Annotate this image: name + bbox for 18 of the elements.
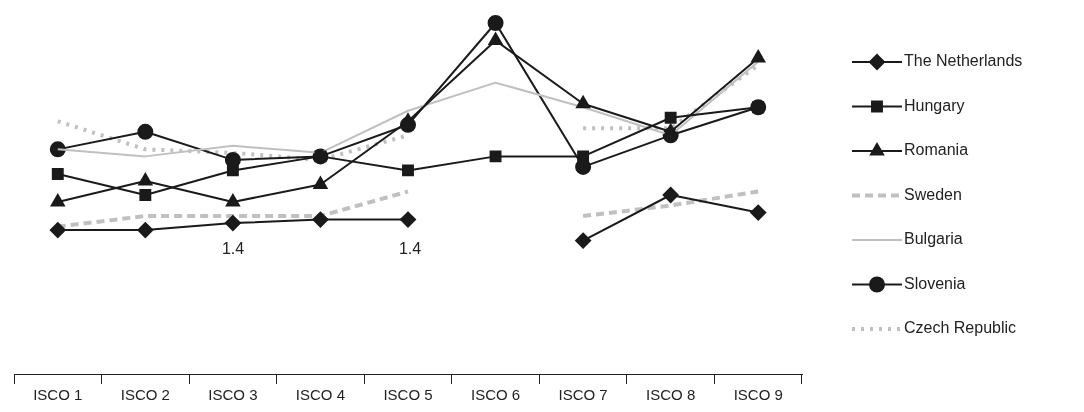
legend-label: Bulgaria — [904, 230, 963, 248]
x-tick-label: ISCO 5 — [383, 386, 433, 404]
x-tick-label: ISCO 1 — [33, 386, 83, 404]
legend-label: Romania — [904, 141, 969, 159]
legend-label: Hungary — [904, 96, 965, 114]
x-tick-label: ISCO 6 — [470, 386, 521, 404]
legend-label: Sweden — [904, 185, 962, 203]
legend-label: Czech Republic — [904, 319, 1017, 337]
x-tick-label: ISCO 8 — [646, 386, 696, 404]
x-tick-label: ISCO 9 — [733, 386, 783, 404]
annotation: 1.4 — [398, 240, 422, 258]
legend-label: The Netherlands — [904, 52, 1023, 70]
annotation: 1.4 — [221, 240, 245, 258]
x-tick-label: ISCO 2 — [120, 386, 170, 404]
x-tick-label: ISCO 4 — [295, 386, 346, 404]
x-tick-label: ISCO 7 — [558, 386, 608, 404]
legend-label: Slovenia — [904, 274, 966, 292]
x-tick-label: ISCO 3 — [208, 386, 258, 404]
